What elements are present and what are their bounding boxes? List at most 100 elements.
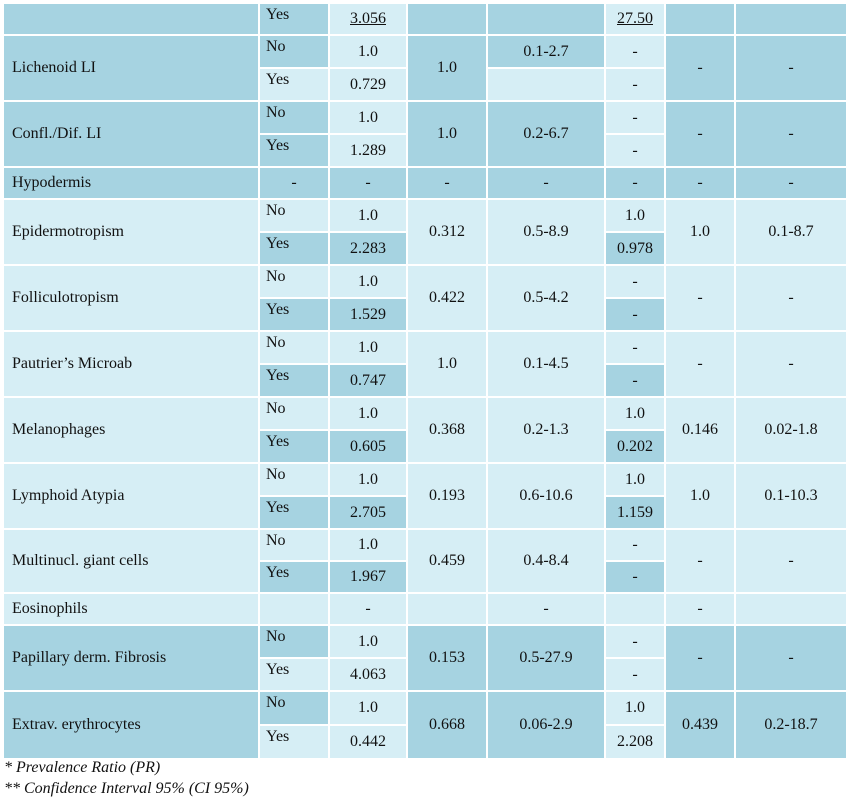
row-adjusted-ci xyxy=(736,4,846,34)
row-pr-value: 0.747 xyxy=(330,365,406,396)
row-yes-label: Yes xyxy=(260,299,328,330)
row-adjusted-pr-reference: - xyxy=(606,626,664,657)
row-adjusted-pr: - xyxy=(606,562,664,592)
row-pr-reference: 1.0 xyxy=(330,200,406,231)
row-variable: Pautrier’s Microab xyxy=(4,332,258,396)
row-adjusted-p: - xyxy=(666,168,734,198)
row-adjusted-pr: 27.50 xyxy=(606,4,664,34)
row-pr-value: 0.729 xyxy=(330,69,406,100)
row-adjusted-pr: - xyxy=(606,135,664,166)
row-pr-reference: 1.0 xyxy=(330,464,406,495)
row-adjusted-ci: - xyxy=(736,332,846,396)
results-table: Yes 3.056 27.50 Lichenoid LI No Yes 1.0 0.729 1.… xyxy=(4,4,848,760)
row-pr-reference: 1.0 xyxy=(330,36,406,67)
row-adjusted-pr-reference: 1.0 xyxy=(606,692,664,724)
row-adjusted-ci: - xyxy=(736,266,846,330)
row-adjusted-p: - xyxy=(666,102,734,166)
row-no-label: No xyxy=(260,398,328,429)
row-ci-value: 0.5-27.9 xyxy=(488,626,604,690)
row-yes-label: Yes xyxy=(260,726,328,758)
row-variable: Epidermotropism xyxy=(4,200,258,264)
row-no-label: No xyxy=(260,36,328,67)
row-no-label: No xyxy=(260,266,328,297)
row-variable: Lichenoid LI xyxy=(4,36,258,100)
row-pr-value: 0.605 xyxy=(330,431,406,462)
row-pr-value: 1.967 xyxy=(330,562,406,592)
row-adjusted-ci: 0.1-10.3 xyxy=(736,464,846,528)
row-p-value: 1.0 xyxy=(408,36,486,100)
row-pr-reference: 1.0 xyxy=(330,692,406,724)
row-adjusted-p: - xyxy=(666,594,734,624)
row-ci-value: 0.1-4.5 xyxy=(488,332,604,396)
row-ci-value: 0.1-2.7 xyxy=(488,36,604,67)
row-adjusted-pr-reference: - xyxy=(606,530,664,560)
row-pr-reference: 1.0 xyxy=(330,530,406,560)
row-yes-label: Yes xyxy=(260,4,328,34)
row-adjusted-p xyxy=(666,4,734,34)
row-ci-value: - xyxy=(488,168,604,198)
row-ci-value: 0.06-2.9 xyxy=(488,692,604,758)
row-adjusted-pr: - xyxy=(606,365,664,396)
footnote-pr: * Prevalence Ratio (PR) xyxy=(4,759,161,776)
row-p-value: 0.312 xyxy=(408,200,486,264)
row-pr-reference: 1.0 xyxy=(330,332,406,363)
row-adjusted-pr: - xyxy=(606,659,664,690)
row-variable: Papillary derm. Fibrosis xyxy=(4,626,258,690)
row-ci-blank xyxy=(488,69,604,100)
row-p-value: 0.668 xyxy=(408,692,486,758)
row-pr-value: 4.063 xyxy=(330,659,406,690)
row-adjusted-pr: - xyxy=(606,299,664,330)
row-pr-reference: 1.0 xyxy=(330,102,406,133)
row-p-value: 0.153 xyxy=(408,626,486,690)
row-pr-reference: 1.0 xyxy=(330,266,406,297)
row-p-value: 0.459 xyxy=(408,530,486,592)
row-no-label: No xyxy=(260,332,328,363)
row-ci-value: 0.4-8.4 xyxy=(488,530,604,592)
row-no-label: No xyxy=(260,530,328,560)
row-adjusted-pr xyxy=(606,594,664,624)
row-no-label: No xyxy=(260,626,328,657)
row-variable: Confl./Dif. LI xyxy=(4,102,258,166)
row-adjusted-ci: - xyxy=(736,102,846,166)
row-pr-value: 2.283 xyxy=(330,233,406,264)
row-adjusted-pr-reference: - xyxy=(606,332,664,363)
row-p-value xyxy=(408,4,486,34)
row-adjusted-pr: 1.159 xyxy=(606,497,664,528)
row-no-label: No xyxy=(260,464,328,495)
row-adjusted-pr-reference: 1.0 xyxy=(606,398,664,429)
row-adjusted-ci: 0.2-18.7 xyxy=(736,692,846,758)
footnote-ci: ** Confidence Interval 95% (CI 95%) xyxy=(4,780,249,797)
row-ci-value xyxy=(488,4,604,34)
row-yes-label: Yes xyxy=(260,659,328,690)
row-adjusted-pr: - xyxy=(606,168,664,198)
row-p-value: 0.368 xyxy=(408,398,486,462)
row-yes-label: Yes xyxy=(260,365,328,396)
row-adjusted-pr-reference: - xyxy=(606,102,664,133)
row-adjusted-p: 1.0 xyxy=(666,200,734,264)
row-pr-value: 2.705 xyxy=(330,497,406,528)
row-variable: Lymphoid Atypia xyxy=(4,464,258,528)
row-adjusted-pr-reference: 1.0 xyxy=(606,200,664,231)
row-ci-value: 0.2-6.7 xyxy=(488,102,604,166)
row-adjusted-ci: - xyxy=(736,168,846,198)
row-p-value: 0.193 xyxy=(408,464,486,528)
row-yes-label: Yes xyxy=(260,562,328,592)
row-pr-reference: 1.0 xyxy=(330,398,406,429)
row-adjusted-ci: - xyxy=(736,530,846,592)
row-adjusted-pr: - xyxy=(606,69,664,100)
row-adjusted-p: - xyxy=(666,332,734,396)
row-pr-value: - xyxy=(330,168,406,198)
row-no-label: No xyxy=(260,102,328,133)
row-adjusted-pr-reference: - xyxy=(606,266,664,297)
row-adjusted-pr-reference: - xyxy=(606,36,664,67)
row-p-value xyxy=(408,594,486,624)
row-adjusted-ci: 0.02-1.8 xyxy=(736,398,846,462)
row-adjusted-p: 0.146 xyxy=(666,398,734,462)
row-adjusted-ci: - xyxy=(736,626,846,690)
row-adjusted-p: - xyxy=(666,530,734,592)
row-p-value: - xyxy=(408,168,486,198)
row-variable: Extrav. erythrocytes xyxy=(4,692,258,758)
row-yes-label: Yes xyxy=(260,497,328,528)
row-pr-value: 0.442 xyxy=(330,726,406,758)
row-p-value: 1.0 xyxy=(408,102,486,166)
